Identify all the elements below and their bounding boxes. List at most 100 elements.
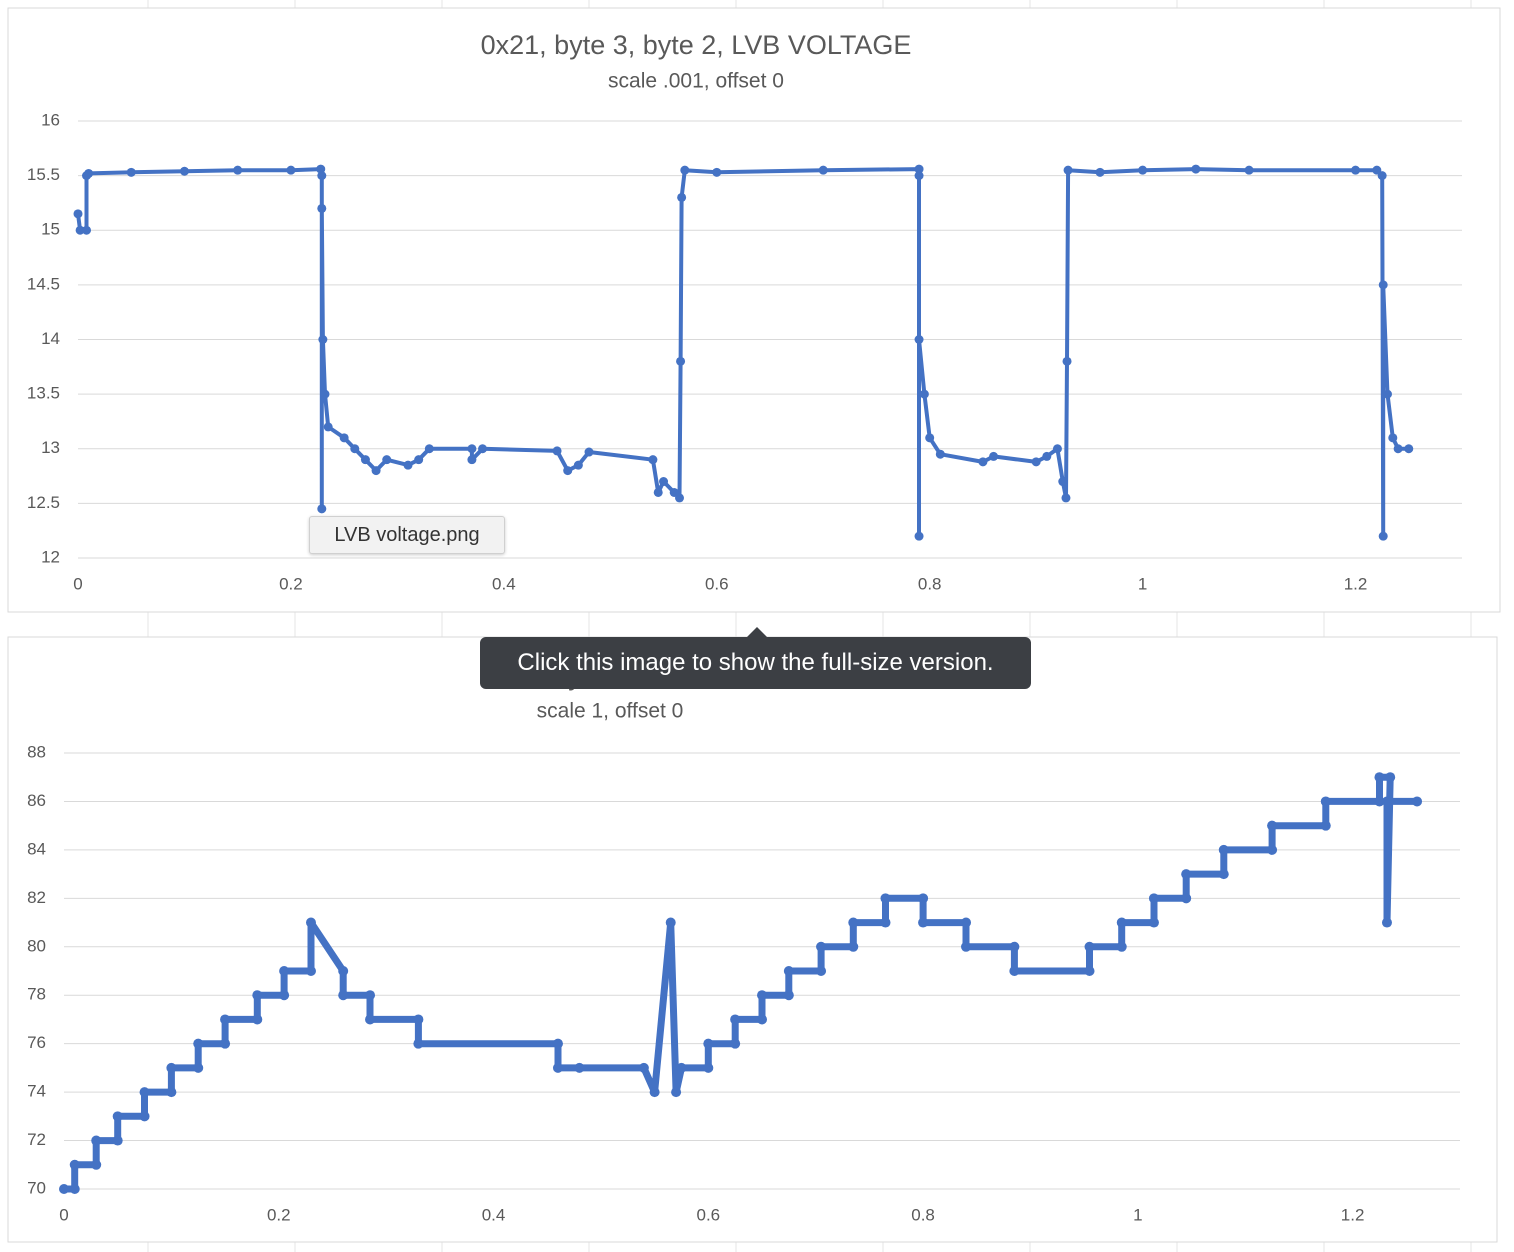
tooltip: Click this image to show the full-size v…: [480, 627, 1031, 689]
chart-area: [7, 7, 1501, 613]
y-tick-label: 82: [27, 888, 46, 907]
data-point: [676, 1062, 687, 1073]
y-tick-label: 16: [41, 110, 60, 129]
y-tick-label: 15: [41, 220, 60, 239]
data-point: [279, 990, 290, 1001]
data-point: [193, 1038, 204, 1049]
data-point: [467, 455, 477, 465]
data-point: [318, 335, 328, 344]
data-point: [166, 1062, 177, 1073]
y-tick-label: 12: [41, 547, 60, 566]
data-point: [1412, 796, 1423, 807]
data-point: [193, 1062, 204, 1073]
chart-title: 0x21, byte 3, byte 2, LVB VOLTAGE: [481, 30, 912, 60]
data-point: [1267, 820, 1278, 831]
data-point: [1378, 280, 1388, 290]
data-point: [403, 460, 413, 470]
data-point: [961, 917, 972, 928]
data-point: [552, 446, 562, 456]
data-point: [573, 460, 583, 470]
data-point: [252, 990, 263, 1001]
data-point: [1374, 772, 1385, 783]
data-point: [112, 1111, 123, 1122]
x-tick-label: 0.2: [267, 1205, 291, 1224]
data-point: [783, 966, 794, 976]
x-tick-label: 1.2: [1344, 574, 1368, 593]
data-point: [703, 1062, 714, 1073]
y-tick-label: 14: [41, 329, 60, 348]
data-point: [382, 455, 392, 465]
data-point: [1377, 171, 1387, 181]
data-point: [467, 444, 477, 454]
data-point: [989, 451, 999, 461]
y-tick-label: 86: [27, 791, 46, 810]
data-point: [1218, 844, 1229, 855]
data-point: [653, 487, 663, 497]
data-point: [818, 165, 828, 175]
x-tick-label: 0.6: [705, 574, 729, 593]
data-point: [365, 990, 376, 1001]
data-point: [914, 164, 924, 174]
data-point: [338, 966, 349, 976]
data-point: [1148, 893, 1159, 904]
x-tick-label: 0.2: [279, 574, 303, 593]
data-point: [552, 1038, 563, 1049]
data-point: [1244, 165, 1254, 175]
data-point: [730, 1038, 741, 1049]
file-label: LVB voltage.png: [309, 516, 505, 554]
data-point: [914, 335, 924, 344]
data-point: [323, 422, 333, 432]
data-point: [1404, 444, 1414, 454]
x-tick-label: 0.4: [482, 1205, 506, 1224]
data-point: [1267, 844, 1278, 855]
data-point: [252, 1014, 263, 1025]
y-tick-label: 12.5: [27, 493, 60, 512]
data-point: [1378, 531, 1388, 541]
data-point: [730, 1014, 741, 1025]
data-point: [1388, 433, 1398, 443]
data-point: [584, 447, 594, 457]
data-point: [919, 389, 929, 399]
data-point: [91, 1135, 102, 1146]
y-tick-label: 14.5: [27, 274, 60, 293]
data-point: [1381, 917, 1392, 928]
y-tick-label: 78: [27, 985, 46, 1004]
data-point: [665, 917, 676, 928]
y-tick-label: 88: [27, 742, 46, 761]
data-point: [305, 917, 316, 928]
data-point: [816, 941, 827, 952]
data-point: [1116, 917, 1127, 928]
data-point: [552, 1062, 563, 1073]
data-point: [286, 165, 296, 175]
x-tick-label: 1: [1133, 1205, 1142, 1224]
y-tick-label: 13: [41, 438, 60, 457]
data-point: [59, 1184, 69, 1194]
data-point: [918, 917, 929, 928]
data-point: [1058, 477, 1068, 487]
data-point: [1084, 966, 1095, 976]
data-point: [339, 433, 349, 443]
data-point: [1191, 164, 1201, 174]
data-point: [69, 1159, 80, 1170]
data-point: [478, 444, 488, 454]
data-point: [757, 1014, 767, 1025]
data-point: [703, 1038, 714, 1049]
data-point: [1052, 444, 1062, 454]
data-point: [914, 531, 924, 541]
data-point: [925, 433, 935, 443]
data-point: [1138, 165, 1148, 175]
data-point: [1320, 796, 1331, 807]
chart-subtitle: scale 1, offset 0: [537, 700, 684, 723]
data-point: [880, 917, 891, 928]
data-point: [413, 1014, 424, 1025]
data-point: [73, 209, 83, 219]
y-tick-label: 74: [27, 1082, 46, 1101]
data-point: [677, 192, 687, 202]
data-point: [220, 1014, 231, 1025]
data-point: [279, 966, 290, 976]
data-point: [675, 493, 685, 503]
data-point: [783, 990, 794, 1001]
data-point: [166, 1087, 177, 1098]
x-tick-label: 0: [59, 1205, 68, 1224]
